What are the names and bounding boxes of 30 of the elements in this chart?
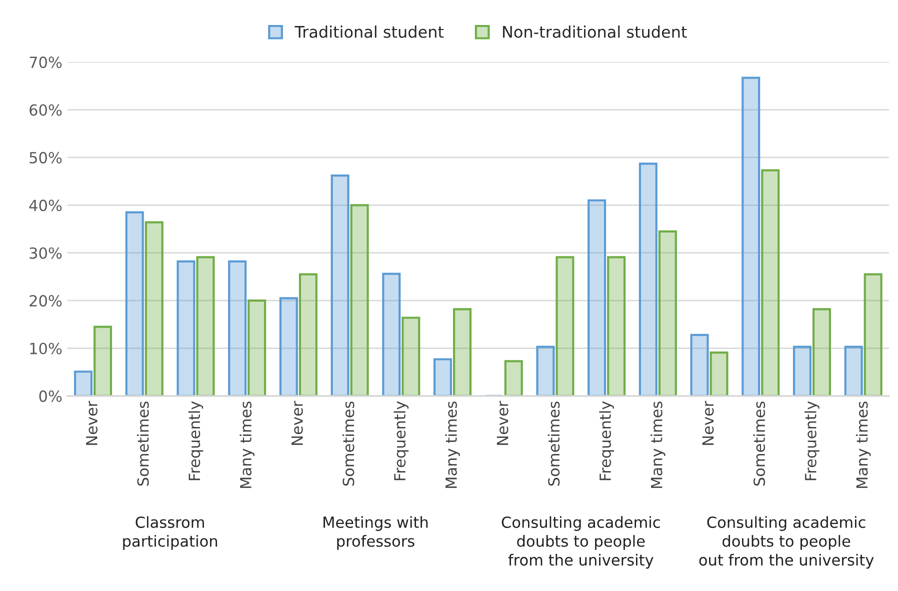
x-tick-label: Sometimes (548, 402, 560, 486)
x-tick-label: Never (496, 400, 508, 445)
y-tick-label: 40% (29, 200, 62, 212)
x-tick-label: Many times (445, 402, 460, 488)
y-tick-label: 70% (30, 56, 62, 68)
x-tick-label: Frequently (599, 401, 614, 480)
x-tick-label: Many times (240, 402, 254, 488)
legend-label: Non-traditional student (503, 26, 687, 38)
x-tick-label: Sometimes (342, 402, 354, 486)
x-tick-label: Frequently (394, 401, 409, 480)
text: Meetings with professors (324, 516, 428, 550)
x-tick-label: Sometimes (136, 402, 149, 486)
y-tick-label: 50% (30, 152, 62, 164)
legend-label: Traditional student (294, 26, 444, 38)
x-tick-label: Never (292, 400, 303, 445)
y-tick-label: 10% (30, 342, 62, 354)
y-tick-label: 30% (30, 247, 62, 259)
text: Consulting academic doubts to people out from the university (699, 516, 874, 569)
x-tick-label: Many times (650, 402, 666, 488)
y-tick-label: 20% (30, 295, 62, 307)
y-tick-label: 0% (39, 390, 62, 402)
x-tick-label: Frequently (188, 401, 204, 480)
x-tick-label: Never (86, 400, 98, 445)
x-tick-label: Frequently (804, 401, 820, 480)
x-tick-label: Sometimes (753, 402, 766, 486)
y-tick-label: 60% (30, 104, 62, 116)
text: Classrom participation (123, 516, 218, 550)
x-tick-label: Never (702, 400, 714, 445)
x-tick-label: Many times (856, 402, 871, 488)
text: Consulting academic doubts to people from the university (502, 516, 660, 569)
